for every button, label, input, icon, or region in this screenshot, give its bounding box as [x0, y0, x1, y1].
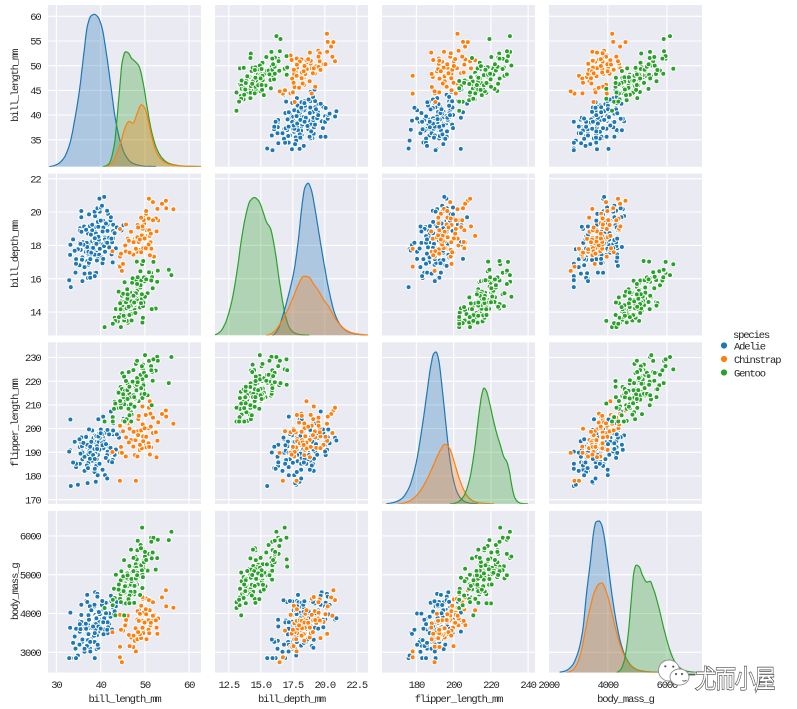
svg-text:bill_depth_mm: bill_depth_mm	[258, 694, 326, 706]
svg-text:60: 60	[30, 12, 41, 24]
svg-text:Gentoo: Gentoo	[734, 369, 766, 381]
svg-text:14: 14	[30, 308, 41, 320]
svg-text:210: 210	[25, 401, 41, 413]
svg-text:230: 230	[25, 353, 41, 365]
svg-text:50: 50	[30, 61, 41, 73]
svg-text:18: 18	[30, 241, 41, 253]
svg-text:180: 180	[25, 472, 41, 484]
svg-text:200: 200	[446, 680, 462, 692]
svg-text:40: 40	[30, 111, 41, 123]
svg-text:35: 35	[30, 135, 41, 147]
svg-text:4000: 4000	[20, 609, 41, 621]
svg-text:body_mass_g: body_mass_g	[10, 563, 22, 621]
svg-text:45: 45	[30, 86, 41, 98]
svg-text:body_mass_g: body_mass_g	[597, 694, 655, 706]
svg-text:40: 40	[96, 680, 107, 692]
svg-text:species: species	[733, 330, 770, 342]
svg-text:30: 30	[51, 680, 62, 692]
svg-text:220: 220	[25, 377, 41, 389]
svg-text:6000: 6000	[20, 532, 41, 544]
svg-text:12.5: 12.5	[218, 680, 239, 692]
svg-text:4000: 4000	[597, 680, 618, 692]
svg-text:60: 60	[184, 680, 195, 692]
svg-text:240: 240	[520, 680, 536, 692]
svg-text:2000: 2000	[538, 680, 559, 692]
svg-text:bill_depth_mm: bill_depth_mm	[10, 220, 22, 288]
svg-text:170: 170	[25, 495, 41, 507]
svg-text:17.5: 17.5	[282, 680, 303, 692]
svg-text:20.0: 20.0	[314, 680, 335, 692]
svg-text:16: 16	[30, 274, 41, 286]
svg-text:20: 20	[30, 208, 41, 220]
svg-text:190: 190	[25, 448, 41, 460]
svg-text:Adelie: Adelie	[734, 342, 766, 354]
svg-text:3000: 3000	[20, 648, 41, 660]
svg-text:220: 220	[483, 680, 499, 692]
svg-text:200: 200	[25, 424, 41, 436]
svg-text:flipper_length_mm: flipper_length_mm	[10, 378, 22, 466]
svg-text:5000: 5000	[20, 570, 41, 582]
svg-text:55: 55	[30, 37, 41, 49]
svg-text:flipper_length_mm: flipper_length_mm	[415, 694, 503, 706]
svg-text:bill_length_mm: bill_length_mm	[10, 49, 22, 122]
svg-text:15.0: 15.0	[250, 680, 271, 692]
svg-text:22.5: 22.5	[346, 680, 367, 692]
svg-text:180: 180	[409, 680, 425, 692]
svg-text:bill_length_mm: bill_length_mm	[88, 694, 161, 706]
svg-text:50: 50	[140, 680, 151, 692]
svg-text:Chinstrap: Chinstrap	[734, 355, 781, 367]
svg-text:22: 22	[30, 174, 41, 186]
